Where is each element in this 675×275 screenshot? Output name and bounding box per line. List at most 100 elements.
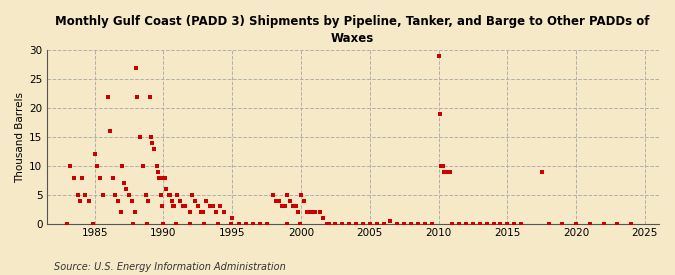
Point [157,204,167,209]
Point [240,222,251,226]
Point [371,222,382,226]
Point [426,222,437,226]
Point [198,222,209,226]
Point [171,222,182,226]
Point [172,193,183,197]
Point [135,135,146,139]
Point [481,222,492,226]
Point [175,199,186,203]
Point [124,193,134,197]
Point [570,222,581,226]
Point [132,94,142,99]
Point [315,210,325,214]
Point [502,222,513,226]
Point [460,222,471,226]
Point [180,204,191,209]
Point [154,175,165,180]
Point [184,210,195,214]
Point [219,210,230,214]
Point [441,170,452,174]
Point [298,199,309,203]
Point [190,199,200,203]
Point [454,222,464,226]
Point [436,164,447,168]
Point [110,193,121,197]
Point [293,210,304,214]
Point [419,222,430,226]
Point [543,222,554,226]
Point [151,164,162,168]
Point [118,181,129,186]
Point [437,164,448,168]
Point [295,222,306,226]
Point [142,222,153,226]
Point [285,199,296,203]
Point [130,65,141,70]
Point [227,216,238,220]
Point [281,222,292,226]
Point [161,187,171,191]
Point [157,222,168,226]
Point [92,164,103,168]
Point [88,222,99,226]
Point [279,204,290,209]
Point [273,199,284,203]
Point [65,164,76,168]
Point [322,222,333,226]
Point [98,193,109,197]
Point [140,193,151,197]
Point [306,210,317,214]
Point [585,222,595,226]
Point [187,193,198,197]
Point [350,222,361,226]
Point [516,222,526,226]
Point [115,210,126,214]
Point [73,193,84,197]
Point [205,204,215,209]
Point [385,219,396,223]
Point [248,222,259,226]
Point [213,222,223,226]
Point [103,94,114,99]
Point [234,222,244,226]
Point [146,135,157,139]
Point [412,222,423,226]
Point [208,204,219,209]
Point [488,222,499,226]
Point [113,199,124,203]
Point [77,175,88,180]
Point [211,210,221,214]
Point [392,222,403,226]
Point [296,193,306,197]
Point [435,112,446,116]
Point [254,222,265,226]
Point [155,193,166,197]
Y-axis label: Thousand Barrels: Thousand Barrels [15,92,25,183]
Point [358,222,369,226]
Point [163,193,174,197]
Point [144,94,155,99]
Point [74,199,85,203]
Point [147,141,158,145]
Point [364,222,375,226]
Point [378,222,389,226]
Point [143,199,154,203]
Point [301,210,312,214]
Point [509,222,520,226]
Point [195,210,206,214]
Point [167,204,178,209]
Point [62,222,73,226]
Point [128,222,138,226]
Point [215,204,225,209]
Point [337,222,348,226]
Point [475,222,485,226]
Point [271,199,281,203]
Point [276,204,287,209]
Point [323,222,334,226]
Point [148,147,159,151]
Point [612,222,623,226]
Point [84,199,95,203]
Point [153,170,163,174]
Point [158,175,169,180]
Point [598,222,609,226]
